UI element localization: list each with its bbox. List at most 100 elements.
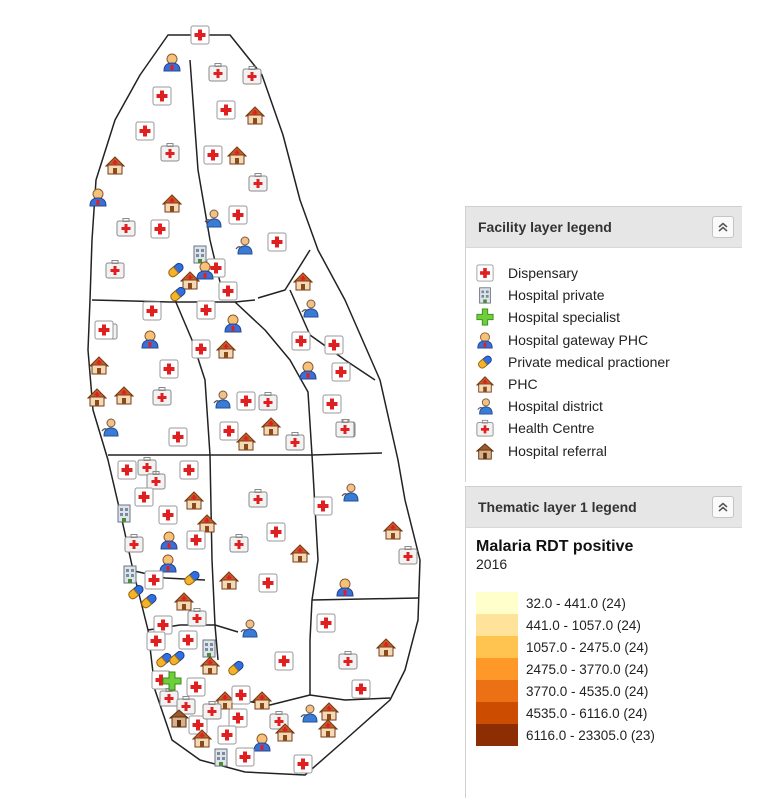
private-practitioner-marker[interactable] xyxy=(166,261,186,279)
dispensary-marker[interactable] xyxy=(190,25,210,45)
hospital-private-marker[interactable] xyxy=(117,504,131,523)
health-centre-marker[interactable] xyxy=(124,534,144,553)
dispensary-marker[interactable] xyxy=(178,630,198,650)
phc-marker[interactable] xyxy=(376,638,396,657)
dispensary-marker[interactable] xyxy=(324,335,344,355)
dispensary-marker[interactable] xyxy=(313,496,333,516)
phc-marker[interactable] xyxy=(162,194,182,213)
health-centre-marker[interactable] xyxy=(285,432,305,451)
dispensary-marker[interactable] xyxy=(186,530,206,550)
dispensary-marker[interactable] xyxy=(331,362,351,382)
hospital-gateway-marker[interactable] xyxy=(253,733,271,752)
private-practitioner-marker[interactable] xyxy=(182,569,202,587)
dispensary-marker[interactable] xyxy=(196,300,216,320)
private-practitioner-marker[interactable] xyxy=(126,583,146,601)
phc-marker[interactable] xyxy=(184,491,204,510)
hospital-district-marker[interactable] xyxy=(240,619,258,638)
hospital-gateway-marker[interactable] xyxy=(224,314,242,333)
phc-marker[interactable] xyxy=(89,356,109,375)
dispensary-marker[interactable] xyxy=(258,573,278,593)
hospital-district-marker[interactable] xyxy=(235,236,253,255)
hospital-gateway-marker[interactable] xyxy=(160,531,178,550)
health-centre-marker[interactable] xyxy=(159,688,179,707)
hospital-gateway-marker[interactable] xyxy=(141,330,159,349)
phc-marker[interactable] xyxy=(180,271,200,290)
dispensary-marker[interactable] xyxy=(142,301,162,321)
dispensary-marker[interactable] xyxy=(168,427,188,447)
health-centre-marker[interactable] xyxy=(398,546,418,565)
phc-marker[interactable] xyxy=(261,417,281,436)
hospital-district-marker[interactable] xyxy=(101,418,119,437)
dispensary-marker[interactable] xyxy=(291,331,311,351)
private-practitioner-marker[interactable] xyxy=(168,285,188,303)
dispensary-marker[interactable] xyxy=(216,100,236,120)
dispensary-marker[interactable] xyxy=(150,219,170,239)
dispensary-marker[interactable] xyxy=(218,281,238,301)
phc-marker[interactable] xyxy=(219,571,239,590)
hospital-private-marker[interactable] xyxy=(123,565,137,584)
dispensary-marker[interactable] xyxy=(159,359,179,379)
health-centre-marker[interactable] xyxy=(229,534,249,553)
phc-marker[interactable] xyxy=(383,521,403,540)
dispensary-marker[interactable] xyxy=(135,121,155,141)
phc-marker[interactable] xyxy=(216,340,236,359)
hospital-gateway-marker[interactable] xyxy=(159,554,177,573)
dispensary-marker[interactable] xyxy=(153,615,173,635)
phc-marker[interactable] xyxy=(197,514,217,533)
phc-marker[interactable] xyxy=(293,272,313,291)
dispensary-marker[interactable] xyxy=(235,747,255,767)
phc-marker[interactable] xyxy=(87,388,107,407)
private-practitioner-marker[interactable] xyxy=(226,659,246,677)
health-centre-marker[interactable] xyxy=(160,143,180,162)
dispensary-marker[interactable] xyxy=(134,487,154,507)
dispensary-marker[interactable] xyxy=(203,145,223,165)
dispensary-marker[interactable] xyxy=(179,460,199,480)
dispensary-marker[interactable] xyxy=(219,421,239,441)
dispensary-marker[interactable] xyxy=(191,339,211,359)
private-practitioner-marker[interactable] xyxy=(167,649,187,667)
health-centre-marker[interactable] xyxy=(146,471,166,490)
dispensary-marker[interactable] xyxy=(322,394,342,414)
hospital-gateway-marker[interactable] xyxy=(336,578,354,597)
hospital-district-marker[interactable] xyxy=(341,483,359,502)
health-centre-marker[interactable] xyxy=(105,260,125,279)
hospital-private-marker[interactable] xyxy=(193,245,207,264)
phc-marker[interactable] xyxy=(114,386,134,405)
phc-marker[interactable] xyxy=(174,592,194,611)
dispensary-marker[interactable] xyxy=(274,651,294,671)
dispensary-marker[interactable] xyxy=(158,505,178,525)
phc-marker[interactable] xyxy=(227,146,247,165)
dispensary-marker[interactable] xyxy=(152,86,172,106)
dispensary-marker[interactable] xyxy=(351,679,371,699)
dispensary-marker[interactable] xyxy=(316,613,336,633)
health-centre-marker[interactable] xyxy=(152,387,172,406)
phc-marker[interactable] xyxy=(105,156,125,175)
map-canvas[interactable] xyxy=(0,0,460,798)
hospital-gateway-marker[interactable] xyxy=(89,188,107,207)
dispensary-marker[interactable] xyxy=(217,725,237,745)
hospital-private-marker[interactable] xyxy=(202,639,216,658)
hospital-district-marker[interactable] xyxy=(301,299,319,318)
health-centre-marker[interactable] xyxy=(248,489,268,508)
hospital-district-marker[interactable] xyxy=(213,390,231,409)
dispensary-marker[interactable] xyxy=(94,320,114,340)
hospital-district-marker[interactable] xyxy=(300,704,318,723)
dispensary-marker[interactable] xyxy=(146,631,166,651)
health-centre-marker[interactable] xyxy=(116,218,136,237)
dispensary-marker[interactable] xyxy=(236,391,256,411)
phc-marker[interactable] xyxy=(245,106,265,125)
dispensary-marker[interactable] xyxy=(293,754,313,774)
health-centre-marker[interactable] xyxy=(258,392,278,411)
phc-marker[interactable] xyxy=(290,544,310,563)
phc-marker[interactable] xyxy=(236,432,256,451)
health-centre-marker[interactable] xyxy=(335,419,355,438)
dispensary-marker[interactable] xyxy=(231,685,251,705)
hospital-gateway-marker[interactable] xyxy=(163,53,181,72)
dispensary-marker[interactable] xyxy=(186,677,206,697)
dispensary-marker[interactable] xyxy=(267,232,287,252)
dispensary-marker[interactable] xyxy=(117,460,137,480)
hospital-private-marker[interactable] xyxy=(214,748,228,767)
phc-marker[interactable] xyxy=(252,691,272,710)
collapse-facility-legend-button[interactable] xyxy=(712,216,734,238)
dispensary-marker[interactable] xyxy=(228,708,248,728)
